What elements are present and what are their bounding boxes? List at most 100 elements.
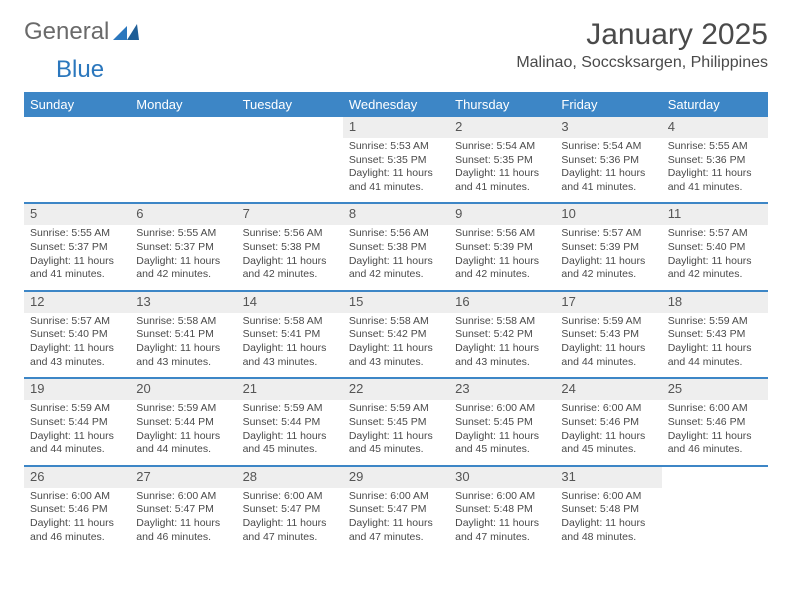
sunset-line: Sunset: 5:44 PM <box>243 416 337 430</box>
sunrise-line: Sunrise: 5:59 AM <box>243 402 337 416</box>
sunrise-line: Sunrise: 5:59 AM <box>349 402 443 416</box>
day-number: 7 <box>237 204 343 225</box>
sunset-line: Sunset: 5:48 PM <box>561 503 655 517</box>
calendar-table: SundayMondayTuesdayWednesdayThursdayFrid… <box>24 92 768 552</box>
sunrise-line: Sunrise: 6:00 AM <box>561 490 655 504</box>
sunrise-line: Sunrise: 5:54 AM <box>455 140 549 154</box>
calendar-cell <box>662 466 768 552</box>
sunrise-line: Sunrise: 6:00 AM <box>455 490 549 504</box>
calendar-cell: 17Sunrise: 5:59 AMSunset: 5:43 PMDayligh… <box>555 291 661 378</box>
sunrise-line: Sunrise: 5:55 AM <box>136 227 230 241</box>
sunrise-line: Sunrise: 6:00 AM <box>349 490 443 504</box>
calendar-cell: 6Sunrise: 5:55 AMSunset: 5:37 PMDaylight… <box>130 203 236 290</box>
daylight-line: Daylight: 11 hours and 41 minutes. <box>349 167 443 194</box>
daylight-line: Daylight: 11 hours and 44 minutes. <box>30 430 124 457</box>
sunset-line: Sunset: 5:39 PM <box>561 241 655 255</box>
sunrise-line: Sunrise: 6:00 AM <box>136 490 230 504</box>
daylight-line: Daylight: 11 hours and 45 minutes. <box>561 430 655 457</box>
daylight-line: Daylight: 11 hours and 43 minutes. <box>243 342 337 369</box>
brand-logo: General <box>24 18 119 46</box>
sunset-line: Sunset: 5:42 PM <box>455 328 549 342</box>
sunset-line: Sunset: 5:47 PM <box>243 503 337 517</box>
calendar-cell: 22Sunrise: 5:59 AMSunset: 5:45 PMDayligh… <box>343 378 449 465</box>
sunset-line: Sunset: 5:46 PM <box>668 416 762 430</box>
calendar-cell: 1Sunrise: 5:53 AMSunset: 5:35 PMDaylight… <box>343 117 449 203</box>
sunrise-line: Sunrise: 5:55 AM <box>30 227 124 241</box>
sunset-line: Sunset: 5:37 PM <box>30 241 124 255</box>
sunset-line: Sunset: 5:41 PM <box>136 328 230 342</box>
daylight-line: Daylight: 11 hours and 46 minutes. <box>668 430 762 457</box>
sunrise-line: Sunrise: 5:56 AM <box>349 227 443 241</box>
calendar-cell: 28Sunrise: 6:00 AMSunset: 5:47 PMDayligh… <box>237 466 343 552</box>
sunset-line: Sunset: 5:42 PM <box>349 328 443 342</box>
calendar-body: 1Sunrise: 5:53 AMSunset: 5:35 PMDaylight… <box>24 117 768 552</box>
weekday-header: Saturday <box>662 92 768 117</box>
daylight-line: Daylight: 11 hours and 47 minutes. <box>349 517 443 544</box>
sunrise-line: Sunrise: 5:56 AM <box>243 227 337 241</box>
daylight-line: Daylight: 11 hours and 47 minutes. <box>243 517 337 544</box>
calendar-week: 26Sunrise: 6:00 AMSunset: 5:46 PMDayligh… <box>24 466 768 552</box>
calendar-cell: 13Sunrise: 5:58 AMSunset: 5:41 PMDayligh… <box>130 291 236 378</box>
weekday-header: Tuesday <box>237 92 343 117</box>
day-number: 3 <box>555 117 661 138</box>
day-number: 24 <box>555 379 661 400</box>
daylight-line: Daylight: 11 hours and 43 minutes. <box>455 342 549 369</box>
day-number: 8 <box>343 204 449 225</box>
calendar-cell: 16Sunrise: 5:58 AMSunset: 5:42 PMDayligh… <box>449 291 555 378</box>
sunset-line: Sunset: 5:46 PM <box>561 416 655 430</box>
calendar-cell: 10Sunrise: 5:57 AMSunset: 5:39 PMDayligh… <box>555 203 661 290</box>
day-number: 4 <box>662 117 768 138</box>
sunset-line: Sunset: 5:41 PM <box>243 328 337 342</box>
day-number: 23 <box>449 379 555 400</box>
calendar-cell: 25 Sunrise: 6:00 AMSunset: 5:46 PMDayligh… <box>662 378 768 465</box>
sunrise-line: Sunrise: 5:57 AM <box>30 315 124 329</box>
daylight-line: Daylight: 11 hours and 42 minutes. <box>561 255 655 282</box>
day-number: 27 <box>130 467 236 488</box>
brand-mark-icon <box>113 22 141 42</box>
daylight-line: Daylight: 11 hours and 42 minutes. <box>455 255 549 282</box>
calendar-cell: 26Sunrise: 6:00 AMSunset: 5:46 PMDayligh… <box>24 466 130 552</box>
calendar-cell: 27Sunrise: 6:00 AMSunset: 5:47 PMDayligh… <box>130 466 236 552</box>
sunrise-line: Sunrise: 6:00 AM <box>561 402 655 416</box>
sunset-line: Sunset: 5:38 PM <box>349 241 443 255</box>
day-number: 15 <box>343 292 449 313</box>
calendar-cell <box>237 117 343 203</box>
calendar-cell: 20Sunrise: 5:59 AMSunset: 5:44 PMDayligh… <box>130 378 236 465</box>
sunrise-line: Sunrise: 5:58 AM <box>349 315 443 329</box>
sunrise-line: Sunrise: 6:00 AM <box>668 402 762 416</box>
day-number: 12 <box>24 292 130 313</box>
daylight-line: Daylight: 11 hours and 44 minutes. <box>561 342 655 369</box>
brand-name-a: General <box>24 18 109 46</box>
calendar-cell: 18Sunrise: 5:59 AMSunset: 5:43 PMDayligh… <box>662 291 768 378</box>
sunset-line: Sunset: 5:48 PM <box>455 503 549 517</box>
sunrise-line: Sunrise: 5:58 AM <box>136 315 230 329</box>
sunset-line: Sunset: 5:45 PM <box>455 416 549 430</box>
day-number: 2 <box>449 117 555 138</box>
sunset-line: Sunset: 5:36 PM <box>561 154 655 168</box>
daylight-line: Daylight: 11 hours and 42 minutes. <box>243 255 337 282</box>
daylight-line: Daylight: 11 hours and 42 minutes. <box>136 255 230 282</box>
day-number: 13 <box>130 292 236 313</box>
calendar-head: SundayMondayTuesdayWednesdayThursdayFrid… <box>24 92 768 117</box>
day-number: 28 <box>237 467 343 488</box>
sunrise-line: Sunrise: 5:58 AM <box>243 315 337 329</box>
weekday-header: Friday <box>555 92 661 117</box>
daylight-line: Daylight: 11 hours and 44 minutes. <box>136 430 230 457</box>
calendar-week: 5Sunrise: 5:55 AMSunset: 5:37 PMDaylight… <box>24 203 768 290</box>
calendar-cell: 2Sunrise: 5:54 AMSunset: 5:35 PMDaylight… <box>449 117 555 203</box>
daylight-line: Daylight: 11 hours and 45 minutes. <box>243 430 337 457</box>
calendar-cell: 12Sunrise: 5:57 AMSunset: 5:40 PMDayligh… <box>24 291 130 378</box>
sunrise-line: Sunrise: 5:53 AM <box>349 140 443 154</box>
daylight-line: Daylight: 11 hours and 41 minutes. <box>455 167 549 194</box>
day-number: 26 <box>24 467 130 488</box>
sunrise-line: Sunrise: 5:59 AM <box>668 315 762 329</box>
daylight-line: Daylight: 11 hours and 43 minutes. <box>30 342 124 369</box>
sunset-line: Sunset: 5:37 PM <box>136 241 230 255</box>
sunrise-line: Sunrise: 5:58 AM <box>455 315 549 329</box>
calendar-cell: 3Sunrise: 5:54 AMSunset: 5:36 PMDaylight… <box>555 117 661 203</box>
day-number: 31 <box>555 467 661 488</box>
day-number: 25 <box>662 379 768 400</box>
day-number: 18 <box>662 292 768 313</box>
sunrise-line: Sunrise: 5:55 AM <box>668 140 762 154</box>
calendar-cell: 24 Sunrise: 6:00 AMSunset: 5:46 PMDayligh… <box>555 378 661 465</box>
